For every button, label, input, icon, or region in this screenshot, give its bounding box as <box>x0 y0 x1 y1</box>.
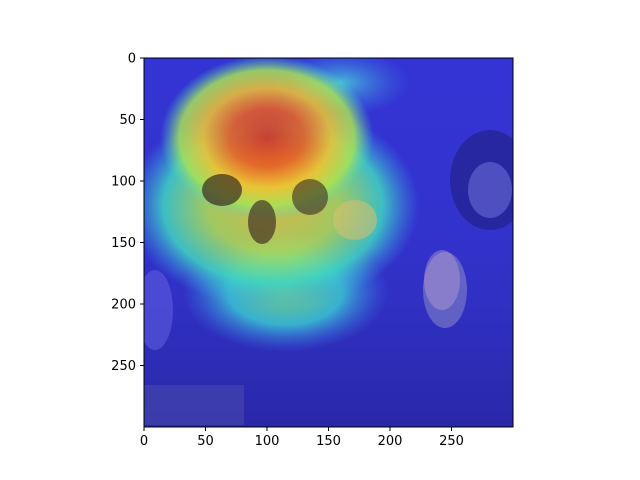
heat-hotspot <box>160 58 374 221</box>
x-tick-label: 150 <box>316 434 341 449</box>
y-tick-label: 250 <box>111 359 136 374</box>
x-tick-label: 50 <box>197 434 214 449</box>
x-tick-label: 200 <box>378 434 403 449</box>
y-tick-label: 150 <box>111 236 136 251</box>
y-tick-label: 0 <box>128 52 136 67</box>
y-axis: 0 50 100 150 200 250 <box>111 52 144 374</box>
x-tick-label: 250 <box>439 434 464 449</box>
x-axis: 0 50 100 150 200 250 <box>140 427 464 449</box>
y-tick-label: 200 <box>111 298 136 313</box>
heatmap-overlay-image <box>144 58 513 427</box>
y-tick-label: 100 <box>111 175 136 190</box>
x-tick-label: 0 <box>140 434 148 449</box>
x-tick-label: 100 <box>255 434 280 449</box>
y-tick-label: 50 <box>119 113 136 128</box>
